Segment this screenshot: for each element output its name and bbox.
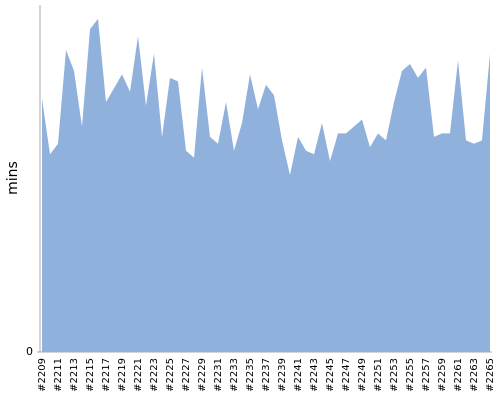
- x-tick-label: #2209: [37, 358, 48, 392]
- x-tick-label: #2227: [181, 358, 192, 392]
- x-tick-label: #2215: [85, 358, 96, 392]
- x-tick-label: #2237: [261, 358, 272, 392]
- x-tick-label: #2211: [53, 358, 64, 392]
- x-tick-label: #2223: [149, 358, 160, 392]
- x-tick-label: #2251: [373, 358, 384, 392]
- x-tick-label: #2221: [133, 358, 144, 392]
- x-tick-label: #2217: [101, 358, 112, 392]
- x-tick-label: #2213: [69, 358, 80, 392]
- x-tick-label: #2259: [437, 358, 448, 392]
- x-tick-label: #2263: [469, 358, 480, 392]
- x-tick-label: #2225: [165, 358, 176, 392]
- x-tick-label: #2249: [357, 358, 368, 392]
- x-tick-label: #2235: [245, 358, 256, 392]
- area: [42, 18, 490, 352]
- x-tick-label: #2255: [405, 358, 416, 392]
- x-tick-label: #2253: [389, 358, 400, 392]
- x-tick-label: #2261: [453, 358, 464, 392]
- x-tick-label: #2265: [485, 358, 496, 392]
- x-tick-label: #2229: [197, 358, 208, 392]
- x-tick-label: #2233: [229, 358, 240, 392]
- x-tick-label: #2247: [341, 358, 352, 392]
- x-tick-label: #2231: [213, 358, 224, 392]
- x-tick-label: #2239: [277, 358, 288, 392]
- y-axis-label: mins: [5, 161, 21, 195]
- y-tick-label: 0: [26, 345, 33, 358]
- x-tick-label: #2245: [325, 358, 336, 392]
- x-tick-label: #2243: [309, 358, 320, 392]
- x-tick-label: #2257: [421, 358, 432, 392]
- x-tick-label: #2241: [293, 358, 304, 392]
- x-tick-label: #2219: [117, 358, 128, 392]
